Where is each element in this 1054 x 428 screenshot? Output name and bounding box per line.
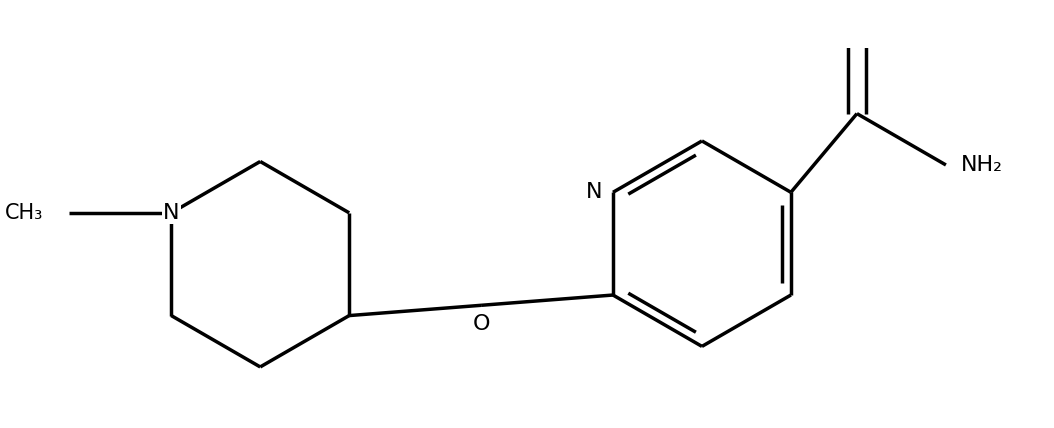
Text: O: O (848, 0, 865, 3)
Text: O: O (472, 314, 490, 334)
Text: N: N (163, 203, 179, 223)
Text: CH₃: CH₃ (4, 203, 43, 223)
Text: NH₂: NH₂ (961, 155, 1003, 175)
Text: N: N (586, 182, 603, 202)
